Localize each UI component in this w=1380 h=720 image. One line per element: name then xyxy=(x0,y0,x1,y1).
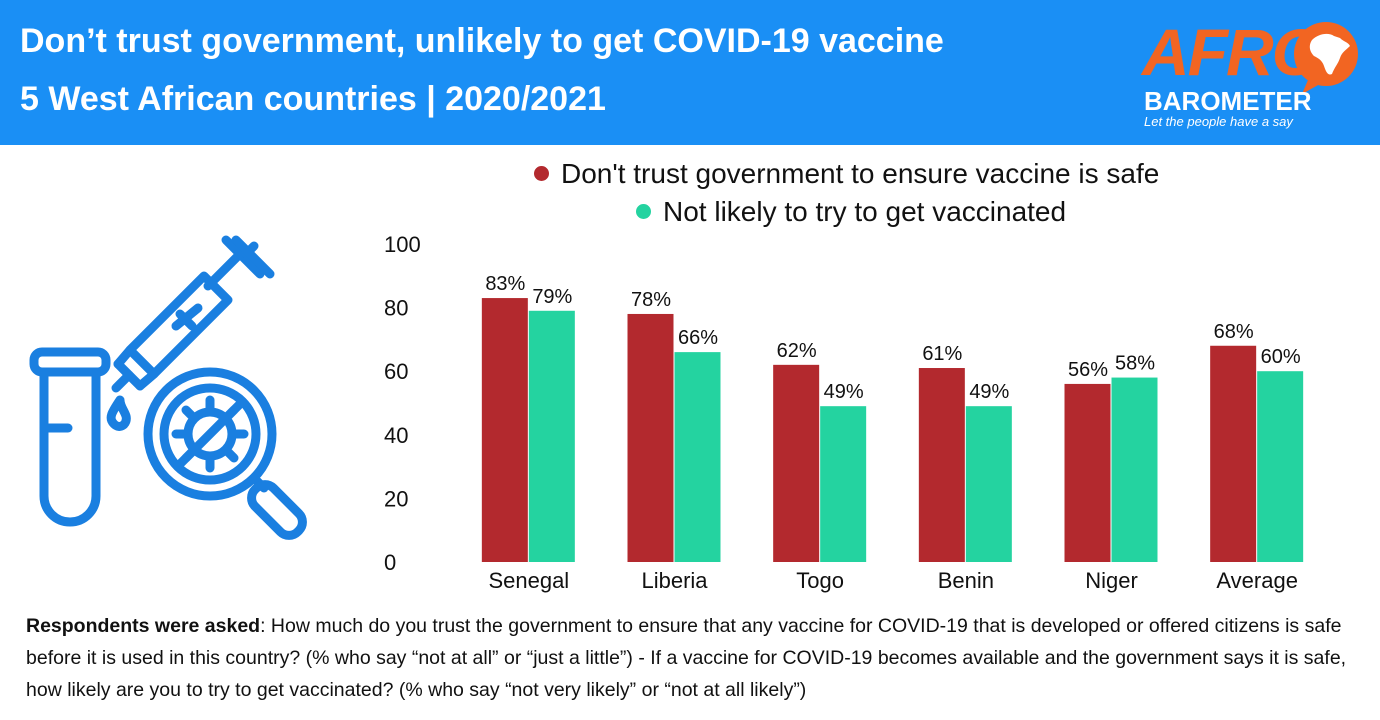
data-label: 56% xyxy=(1068,359,1108,381)
bar-distrust xyxy=(1064,383,1111,562)
legend-item-distrust: Don't trust government to ensure vaccine… xyxy=(534,158,1159,190)
bar-unlikely xyxy=(965,406,1012,562)
x-tick-label: Average xyxy=(1216,568,1298,593)
data-label: 62% xyxy=(777,340,817,362)
chart-subtitle: 5 West African countries | 2020/2021 xyxy=(20,80,606,118)
data-label: 68% xyxy=(1214,321,1254,343)
x-tick-label: Togo xyxy=(796,568,844,593)
data-label: 78% xyxy=(631,289,671,311)
y-tick-label: 60 xyxy=(384,359,408,384)
bar-distrust xyxy=(918,368,965,562)
x-tick-label: Niger xyxy=(1085,568,1138,593)
legend-item-unlikely: Not likely to try to get vaccinated xyxy=(636,196,1066,228)
legend-label-unlikely: Not likely to try to get vaccinated xyxy=(663,196,1067,227)
bar-unlikely xyxy=(674,352,721,562)
legend-swatch-unlikely xyxy=(636,204,651,220)
y-tick-label: 40 xyxy=(384,423,408,448)
bar-unlikely xyxy=(1111,377,1158,562)
bar-chart: 0 20 40 60 80 100 83% 79% Senegal 78% 66% Liberia 62… xyxy=(370,230,1360,600)
bar-unlikely xyxy=(1257,371,1304,562)
data-label: 60% xyxy=(1261,346,1301,368)
footnote: Respondents were asked: How much do you … xyxy=(26,610,1366,706)
y-tick-label: 80 xyxy=(384,296,408,321)
bar-distrust xyxy=(773,364,820,562)
x-tick-label: Liberia xyxy=(641,568,708,593)
bar-distrust xyxy=(627,313,674,562)
chart-title: Don’t trust government, unlikely to get … xyxy=(20,22,944,60)
data-label: 66% xyxy=(678,327,718,349)
bar-distrust xyxy=(481,298,528,562)
bar-unlikely xyxy=(820,406,867,562)
y-tick-label: 100 xyxy=(384,232,421,257)
data-label: 58% xyxy=(1115,353,1155,375)
logo-barometer-text: BAROMETER xyxy=(1144,86,1312,116)
data-label: 83% xyxy=(485,273,525,295)
y-tick-label: 0 xyxy=(384,550,396,575)
x-tick-label: Senegal xyxy=(488,568,569,593)
logo-afro-text: AFRO xyxy=(1142,15,1323,89)
header-banner: Don’t trust government, unlikely to get … xyxy=(0,0,1380,145)
data-label: 61% xyxy=(922,343,962,365)
bar-unlikely xyxy=(528,310,575,562)
africa-bubble-icon xyxy=(1294,22,1358,94)
logo-tagline: Let the people have a say xyxy=(1144,114,1293,129)
y-tick-label: 20 xyxy=(384,486,408,511)
data-label: 49% xyxy=(969,381,1009,403)
vaccine-test-tube-virus-icon xyxy=(29,235,307,540)
bar-chart-canvas: 0 20 40 60 80 100 83% 79% Senegal 78% 66% Liberia 62… xyxy=(384,232,1304,593)
afrobarometer-logo: AFRO BAROMETER Let the people have a say xyxy=(1140,10,1370,135)
data-label: 79% xyxy=(532,286,572,308)
legend-swatch-distrust xyxy=(534,166,549,182)
legend-label-distrust: Don't trust government to ensure vaccine… xyxy=(561,158,1160,189)
footnote-text: : How much do you trust the government t… xyxy=(26,615,1347,701)
footnote-label: Respondents were asked xyxy=(26,615,261,637)
bar-distrust xyxy=(1210,345,1257,562)
x-tick-label: Benin xyxy=(938,568,994,593)
data-label: 49% xyxy=(824,381,864,403)
